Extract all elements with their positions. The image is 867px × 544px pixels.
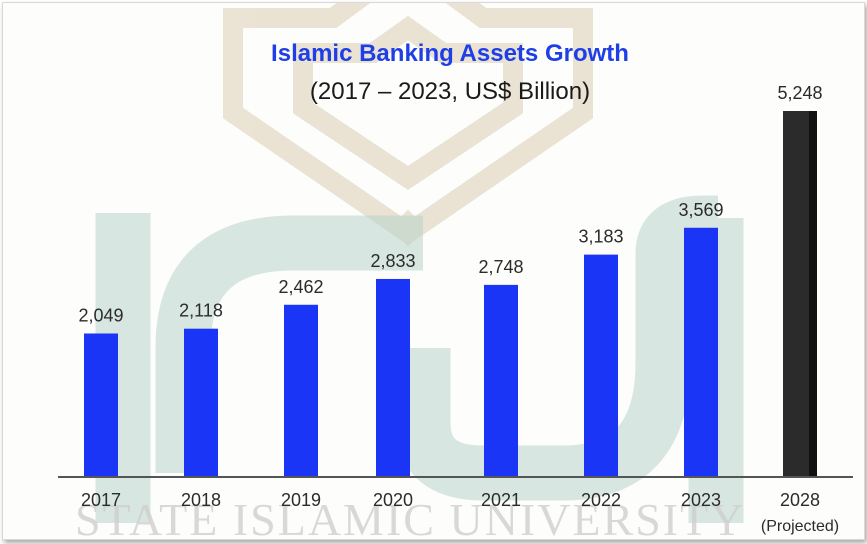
bar-2023 (684, 227, 718, 476)
bar-2020 (376, 278, 410, 476)
bar-2017 (84, 333, 118, 476)
chart-title: Islamic Banking Assets Growth (271, 40, 629, 67)
bar-2018 (184, 328, 218, 476)
watermark-logo (95, 3, 744, 523)
x-tick-2018: 2018 (181, 490, 221, 510)
x-tick-2023: 2023 (681, 490, 721, 510)
x-tick-2028: 2028 (780, 490, 820, 510)
bar-2021 (484, 284, 518, 476)
x-tick-2017: 2017 (81, 490, 121, 510)
bar-shadow-2028 (809, 111, 817, 476)
value-label-2019: 2,462 (278, 277, 323, 297)
value-label-2023: 3,569 (678, 200, 723, 220)
chart-canvas: STATE ISLAMIC UNIVERSITY Islamic Banking… (58, 3, 853, 539)
x-tick-2021: 2021 (481, 490, 521, 510)
value-labels: 2,049 2,118 2,462 2,833 2,748 3,183 3,569 5,248 (78, 83, 822, 325)
value-label-2020: 2,833 (370, 251, 415, 271)
value-label-2018: 2,118 (179, 301, 223, 321)
x-tick-2019: 2019 (281, 490, 321, 510)
value-label-2022: 3,183 (578, 227, 623, 247)
chart-subtitle: (2017 – 2023, US$ Billion) (310, 78, 590, 105)
bar-2022 (584, 254, 618, 476)
x-tick-2022: 2022 (581, 490, 621, 510)
watermark-text: STATE ISLAMIC UNIVERSITY (75, 494, 745, 539)
x-axis-tick-labels: 2017 2018 2019 2020 2021 2022 2023 2028 (Project… (81, 490, 839, 535)
value-label-2021: 2,748 (478, 257, 523, 277)
watermark-emblem (223, 3, 593, 247)
x-tick-2020: 2020 (373, 490, 413, 510)
value-label-2028: 5,248 (777, 83, 822, 103)
bar-2019 (284, 304, 318, 476)
bar-series (84, 111, 817, 476)
value-label-2017: 2,049 (78, 305, 123, 325)
x-tick-note-2028: (Projected) (761, 518, 839, 535)
